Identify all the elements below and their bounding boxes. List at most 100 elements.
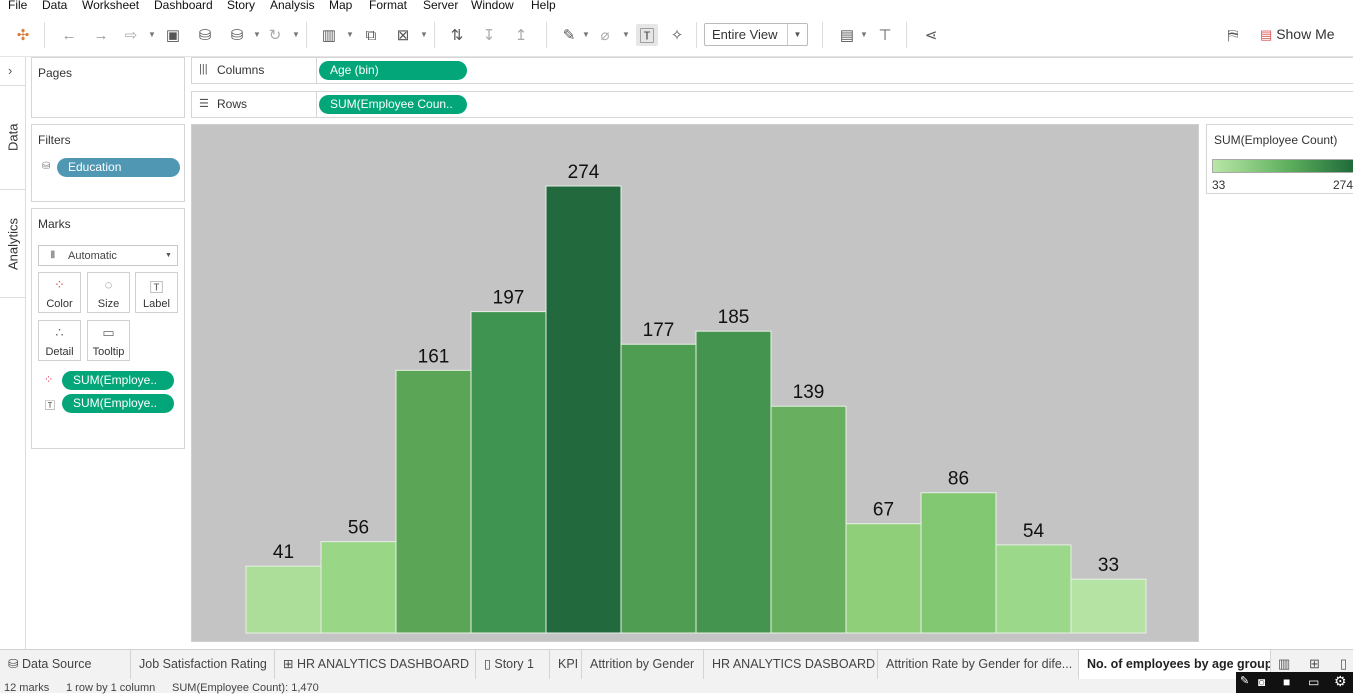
new-worksheet-icon[interactable]: ▥ bbox=[1278, 656, 1291, 671]
chevron-down-icon[interactable]: ▼ bbox=[253, 30, 261, 39]
gear-icon[interactable]: ⚙ bbox=[1334, 673, 1347, 689]
marks-color-pill[interactable]: SUM(Employe.. bbox=[62, 371, 174, 390]
new-dashboard-icon[interactable]: ⊞ bbox=[1309, 656, 1320, 671]
tooltip-button[interactable]: ▭ Tooltip bbox=[87, 320, 130, 361]
menu-worksheet[interactable]: Worksheet bbox=[82, 0, 140, 12]
clear-sheet-icon[interactable]: ⊠ bbox=[396, 27, 410, 44]
sort-descending-icon[interactable]: ↥ bbox=[514, 27, 528, 44]
menu-file[interactable]: File bbox=[8, 0, 28, 12]
tab-attrition-gender[interactable]: Attrition by Gender bbox=[582, 650, 704, 679]
tooltip-label: Tooltip bbox=[92, 346, 125, 358]
tab-kpi[interactable]: KPI bbox=[550, 650, 582, 679]
chevron-down-icon[interactable]: ▼ bbox=[582, 30, 590, 39]
rows-pill-employee-count[interactable]: SUM(Employee Coun.. bbox=[319, 95, 467, 114]
chevron-right-icon[interactable]: › bbox=[8, 63, 13, 78]
pages-card[interactable]: Pages bbox=[31, 57, 185, 118]
duplicate-sheet-icon[interactable]: ⧉ bbox=[365, 26, 377, 44]
menu-format[interactable]: Format bbox=[369, 0, 408, 12]
save-icon[interactable]: ▣ bbox=[165, 27, 181, 44]
refresh-icon[interactable]: ↻ bbox=[268, 27, 282, 44]
bar[interactable] bbox=[1070, 578, 1147, 634]
mark-type-select[interactable]: ▮ Automatic ▼ bbox=[38, 245, 178, 266]
bar[interactable] bbox=[770, 405, 847, 634]
chevron-down-icon[interactable]: ▼ bbox=[346, 30, 354, 39]
filters-card[interactable]: Filters ⛁ Education bbox=[31, 124, 185, 202]
filter-pill-education[interactable]: Education bbox=[57, 158, 180, 177]
fit-select[interactable]: Entire View ▼ bbox=[704, 23, 808, 46]
chevron-down-icon[interactable]: ▼ bbox=[292, 30, 300, 39]
pencil-icon[interactable]: ✎ bbox=[1240, 675, 1250, 687]
bar[interactable] bbox=[620, 343, 697, 634]
menu-dashboard[interactable]: Dashboard bbox=[154, 0, 213, 12]
menu-data[interactable]: Data bbox=[42, 0, 68, 12]
show-me-label: Show Me bbox=[1276, 26, 1335, 42]
tab-data-source[interactable]: ⛁ Data Source bbox=[0, 650, 131, 679]
paint-roller-icon[interactable]: ⛿ bbox=[1227, 26, 1239, 44]
label-button[interactable]: 🅃 Label bbox=[135, 272, 178, 313]
bar[interactable] bbox=[470, 311, 547, 634]
size-button[interactable]: ◌ Size bbox=[87, 272, 130, 313]
bar[interactable] bbox=[545, 185, 622, 634]
menu-map[interactable]: Map bbox=[329, 0, 353, 12]
tab-hr-dashboard[interactable]: ⊞ HR ANALYTICS DASHBOARD bbox=[275, 650, 476, 679]
tab-data[interactable]: Data bbox=[5, 123, 21, 151]
group-members-icon[interactable]: ⌀ bbox=[600, 27, 610, 44]
tab-employees-by-age[interactable]: No. of employees by age group bbox=[1079, 650, 1271, 679]
chevron-down-icon[interactable]: ▼ bbox=[148, 30, 156, 39]
pause-updates-icon[interactable]: ⛁ bbox=[230, 27, 244, 44]
detail-label: Detail bbox=[45, 346, 74, 358]
menu-help[interactable]: Help bbox=[531, 0, 556, 12]
tab-label: Attrition by Gender bbox=[590, 657, 695, 671]
menu-analysis[interactable]: Analysis bbox=[270, 0, 315, 12]
swap-rows-columns-icon[interactable]: ⇅ bbox=[450, 27, 464, 44]
show-labels-icon[interactable]: 🅃 bbox=[636, 24, 658, 46]
highlight-icon[interactable]: ✎ bbox=[562, 27, 576, 44]
window-icon[interactable]: ▭ bbox=[1308, 675, 1320, 689]
bar[interactable] bbox=[320, 541, 397, 634]
chart-area[interactable]: 41 56 161 197 274 177 185 139 67 86 54 33 bbox=[191, 124, 1199, 642]
menu-window[interactable]: Window bbox=[471, 0, 514, 12]
rows-shelf[interactable]: ☰ Rows SUM(Employee Coun.. bbox=[191, 91, 1353, 118]
chevron-down-icon: ▼ bbox=[787, 24, 807, 45]
chevron-down-icon[interactable]: ▼ bbox=[622, 30, 630, 39]
bar-chart: 41 56 161 197 274 177 185 139 67 86 54 33 bbox=[245, 162, 1147, 634]
new-story-icon[interactable]: ▯ bbox=[1340, 656, 1348, 671]
marks-label-pill[interactable]: SUM(Employe.. bbox=[62, 394, 174, 413]
redo-icon[interactable]: → bbox=[93, 26, 109, 44]
show-me-button[interactable]: ▤ Show Me bbox=[1260, 26, 1335, 43]
tab-job-satisfaction[interactable]: Job Satisfaction Rating bbox=[131, 650, 275, 679]
columns-pill-age-bin[interactable]: Age (bin) bbox=[319, 61, 467, 80]
bar[interactable] bbox=[245, 565, 322, 634]
tab-story-1[interactable]: ▯ Story 1 bbox=[476, 650, 550, 679]
fix-axes-icon[interactable]: ✧ bbox=[670, 27, 684, 44]
new-worksheet-icon[interactable]: ▥ bbox=[321, 27, 337, 44]
detail-button[interactable]: ∴ Detail bbox=[38, 320, 81, 361]
tab-attrition-rate[interactable]: Attrition Rate by Gender for dife... bbox=[878, 650, 1079, 679]
chevron-down-icon[interactable]: ▼ bbox=[420, 30, 428, 39]
video-icon[interactable]: ■ bbox=[1283, 675, 1291, 689]
tableau-logo-icon[interactable]: ✣ bbox=[16, 27, 30, 44]
color-legend[interactable]: SUM(Employee Count) 33 274 bbox=[1206, 124, 1353, 194]
bar[interactable] bbox=[395, 369, 472, 634]
bar[interactable] bbox=[920, 492, 997, 634]
columns-shelf[interactable]: ||| Columns Age (bin) bbox=[191, 57, 1353, 84]
new-datasource-icon[interactable]: ⛁ bbox=[198, 27, 212, 44]
show-cards-icon[interactable]: ▤ bbox=[839, 27, 855, 44]
mark-type-value: Automatic bbox=[68, 250, 117, 262]
bar[interactable] bbox=[845, 523, 922, 634]
camera-icon[interactable]: ◙ bbox=[1258, 675, 1266, 689]
bar[interactable] bbox=[695, 330, 772, 634]
replay-icon[interactable]: ⇨ bbox=[124, 27, 138, 44]
share-icon[interactable]: ⋖ bbox=[924, 27, 938, 44]
tab-analytics[interactable]: Analytics bbox=[5, 217, 21, 271]
color-dots-icon: ⁘ bbox=[54, 277, 65, 292]
chevron-down-icon[interactable]: ▼ bbox=[860, 30, 868, 39]
undo-icon[interactable]: ← bbox=[61, 26, 77, 44]
sort-ascending-icon[interactable]: ↧ bbox=[482, 27, 496, 44]
menu-server[interactable]: Server bbox=[423, 0, 459, 12]
menu-story[interactable]: Story bbox=[227, 0, 256, 12]
tab-hr-dasboard[interactable]: HR ANALYTICS DASBOARD bbox=[704, 650, 878, 679]
presentation-mode-icon[interactable]: ⊤ bbox=[878, 27, 892, 44]
bar[interactable] bbox=[995, 544, 1072, 634]
color-button[interactable]: ⁘ Color bbox=[38, 272, 81, 313]
